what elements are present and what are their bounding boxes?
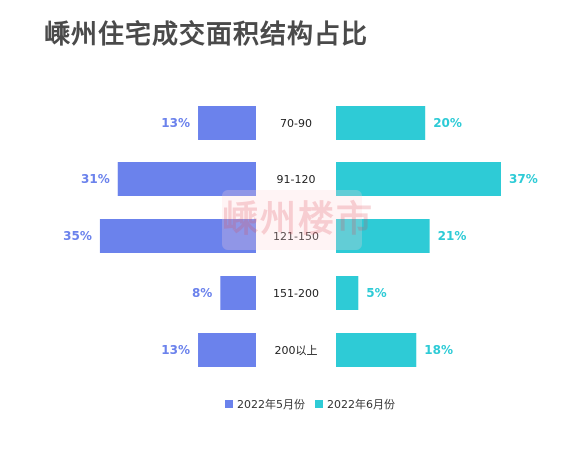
- data-label-right-121-150: 21%: [438, 229, 467, 243]
- data-label-left-200以上: 13%: [161, 343, 190, 357]
- legend-label-left: 2022年5月份: [237, 397, 305, 411]
- chart-title: 嵊州住宅成交面积结构占比: [44, 20, 369, 50]
- bar-left-91-120: [117, 162, 256, 196]
- bar-right-151-200: [336, 276, 359, 310]
- bar-right-70-90: [336, 106, 426, 140]
- bar-left-121-150: [99, 219, 257, 253]
- bar-right-91-120: [336, 162, 501, 196]
- data-label-right-200以上: 18%: [424, 343, 453, 357]
- category-label-200以上: 200以上: [275, 344, 318, 357]
- data-label-right-70-90: 20%: [433, 116, 462, 130]
- legend-label-right: 2022年6月份: [327, 397, 395, 411]
- bar-left-70-90: [198, 106, 256, 140]
- bar-left-200以上: [198, 333, 256, 367]
- category-label-121-150: 121-150: [273, 230, 319, 243]
- data-label-left-70-90: 13%: [161, 116, 190, 130]
- category-label-91-120: 91-120: [277, 173, 316, 186]
- data-label-left-91-120: 31%: [81, 172, 110, 186]
- legend-swatch-right: [315, 400, 323, 408]
- bar-right-121-150: [336, 219, 430, 253]
- bar-right-200以上: [336, 333, 417, 367]
- data-label-right-91-120: 37%: [509, 172, 538, 186]
- bar-left-151-200: [220, 276, 256, 310]
- category-label-151-200: 151-200: [273, 287, 319, 300]
- data-label-left-151-200: 8%: [192, 286, 212, 300]
- data-label-right-151-200: 5%: [366, 286, 386, 300]
- data-label-left-121-150: 35%: [63, 229, 92, 243]
- category-label-70-90: 70-90: [280, 117, 312, 130]
- legend-swatch-left: [225, 400, 233, 408]
